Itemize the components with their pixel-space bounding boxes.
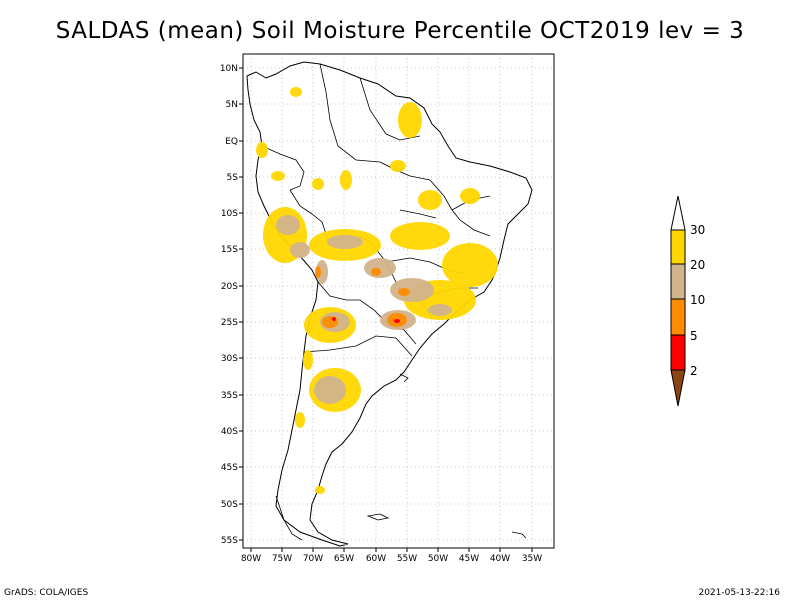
- lat-label: 35S: [221, 391, 238, 401]
- lat-label: 5S: [227, 173, 239, 183]
- colorbar-2-5: [670, 334, 686, 371]
- footer-credit: GrADS: COLA/IGES: [4, 588, 89, 598]
- lat-label: 10N: [220, 64, 238, 74]
- lon-label: 55W: [397, 554, 417, 564]
- lat-label: EQ: [225, 137, 238, 147]
- lat-label: 50S: [221, 500, 238, 510]
- lat-ticks: [239, 67, 243, 541]
- lon-label: 75W: [272, 554, 292, 564]
- lakes-and-islands: [275, 373, 527, 541]
- lat-label: 15S: [221, 245, 238, 255]
- lon-label: 35W: [522, 554, 542, 564]
- map-frame: [242, 53, 555, 549]
- lat-label: 30S: [221, 354, 238, 364]
- colorbar-label: 2: [690, 364, 698, 378]
- lat-label: 10S: [221, 209, 238, 219]
- lat-label: 45S: [221, 463, 238, 473]
- lon-label: 45W: [459, 554, 479, 564]
- lat-label: 25S: [221, 318, 238, 328]
- colorbar: [670, 195, 686, 407]
- lat-label: 55S: [221, 536, 238, 546]
- colorbar-20-30: [670, 229, 686, 265]
- colorbar-label: 5: [690, 329, 698, 343]
- longitude-labels: 80W 75W 70W 65W 60W 55W 50W 45W 40W 35W: [241, 554, 542, 564]
- colorbar-above-30: [670, 195, 686, 231]
- lon-label: 60W: [366, 554, 386, 564]
- colorbar-5-10: [670, 298, 686, 336]
- map-title: SALDAS (mean) Soil Moisture Percentile O…: [55, 18, 745, 44]
- colorbar-labels: 30 20 10 5 2: [690, 223, 705, 378]
- lat-label: 20S: [221, 282, 238, 292]
- soil-moisture-field: [256, 87, 498, 494]
- lon-label: 80W: [241, 554, 261, 564]
- south-america-coastline: [246, 61, 533, 547]
- lon-ticks: [250, 548, 533, 552]
- latitude-labels: 10N 5N EQ 5S 10S 15S 20S 25S 30S 35S 40S…: [220, 64, 238, 546]
- colorbar-label: 20: [690, 258, 705, 272]
- colorbar-label: 10: [690, 293, 705, 307]
- lon-label: 70W: [303, 554, 323, 564]
- colorbar-label: 30: [690, 223, 705, 237]
- lon-label: 50W: [428, 554, 448, 564]
- lon-label: 40W: [490, 554, 510, 564]
- lon-label: 65W: [334, 554, 354, 564]
- lat-label: 5N: [226, 100, 238, 110]
- colorbar-below-2: [670, 369, 686, 407]
- footer-timestamp: 2021-05-13-22:16: [698, 588, 781, 598]
- lat-label: 40S: [221, 427, 238, 437]
- colorbar-10-20: [670, 263, 686, 300]
